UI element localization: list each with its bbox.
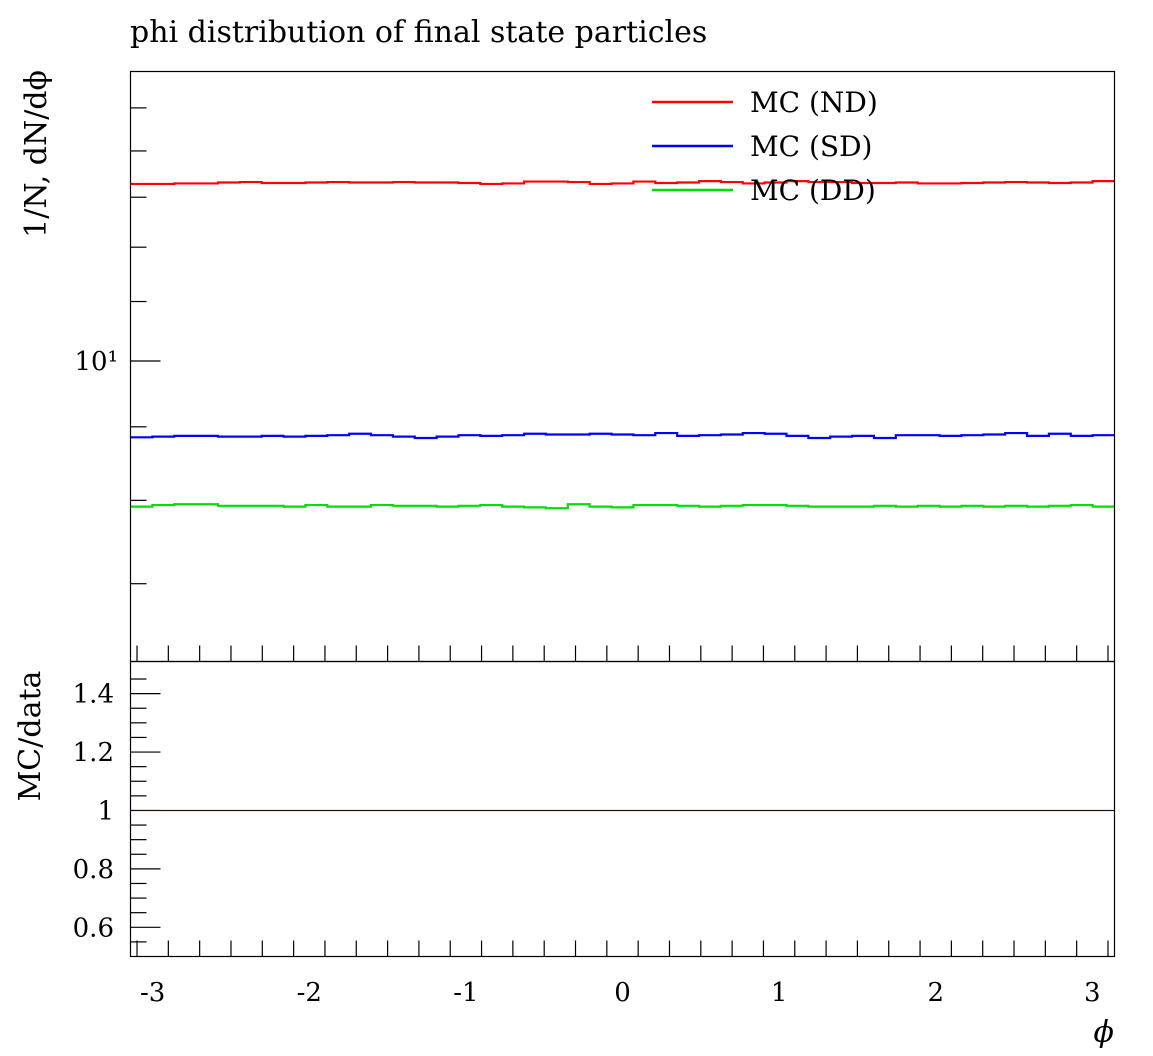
x-tick-label: 2 bbox=[927, 978, 944, 1008]
ratio-y-tick-label: 1.4 bbox=[73, 680, 114, 710]
x-tick-label: 3 bbox=[1084, 978, 1101, 1008]
x-tick-label: 0 bbox=[614, 978, 631, 1008]
chart-title: phi distribution of final state particle… bbox=[130, 15, 707, 50]
legend-label-3: MC (DD) bbox=[750, 174, 876, 207]
x-tick-label: -3 bbox=[140, 978, 165, 1008]
x-tick-label: -1 bbox=[453, 978, 478, 1008]
ratio-y-tick-label: 1.2 bbox=[73, 738, 114, 768]
x-tick-label: -2 bbox=[297, 978, 322, 1008]
main-y-axis-label: 1/N, dN/dϕ bbox=[19, 70, 54, 238]
series-line-3 bbox=[130, 503, 1115, 510]
ratio-y-tick-label: 0.8 bbox=[73, 855, 114, 885]
x-tick-label: 1 bbox=[771, 978, 788, 1008]
ratio-plot-frame bbox=[129, 660, 1116, 958]
main-y-tick-label: 10¹ bbox=[74, 347, 118, 377]
legend-label-1: MC (ND) bbox=[750, 86, 878, 119]
ratio-y-axis-label: MC/data bbox=[13, 670, 48, 801]
legend: MC (ND) MC (SD) MC (DD) bbox=[652, 86, 878, 207]
series-line-1 bbox=[130, 180, 1115, 186]
x-axis-label: ϕ bbox=[1094, 1015, 1114, 1050]
legend-label-2: MC (SD) bbox=[750, 130, 872, 163]
series-line-2 bbox=[130, 431, 1115, 440]
ratio-y-tick-label: 0.6 bbox=[73, 913, 114, 943]
main-plot-frame bbox=[129, 70, 1116, 663]
ratio-y-tick-label: 1 bbox=[97, 796, 114, 826]
